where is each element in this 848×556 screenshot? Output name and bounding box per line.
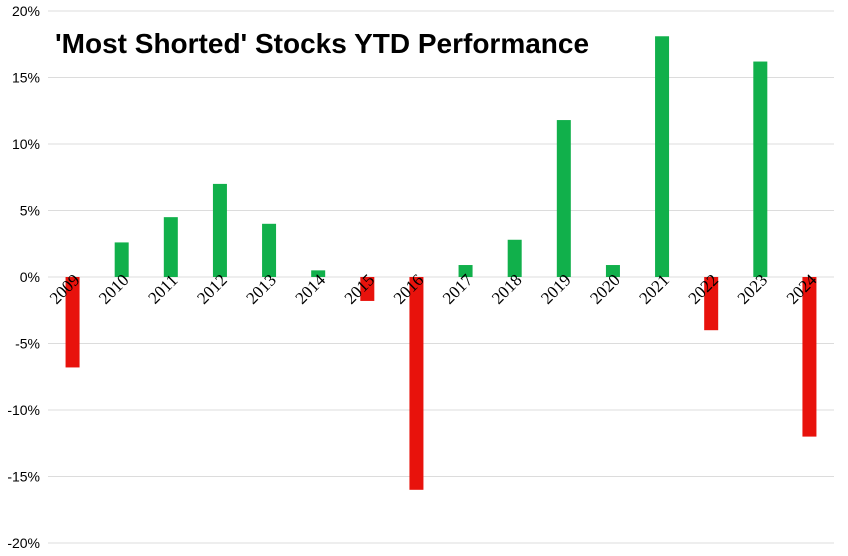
chart-title: 'Most Shorted' Stocks YTD Performance <box>55 28 590 59</box>
gridlines <box>48 10 834 544</box>
bar <box>409 277 424 490</box>
bar <box>556 120 571 277</box>
y-tick-label: -15% <box>7 469 40 485</box>
bar <box>655 36 670 277</box>
bar <box>65 277 80 368</box>
y-tick-label: 10% <box>12 136 40 152</box>
bar <box>311 270 326 277</box>
bar <box>605 265 620 277</box>
bar <box>262 223 277 277</box>
bar <box>704 277 719 331</box>
y-tick-label: 15% <box>12 70 40 86</box>
bar <box>458 265 473 277</box>
bar <box>114 242 129 277</box>
y-tick-label: 0% <box>20 269 40 285</box>
bar <box>802 277 817 437</box>
y-tick-label: -5% <box>15 336 40 352</box>
bar <box>753 61 768 277</box>
x-tick-label: 2015 <box>341 270 378 307</box>
y-axis: -20% -15% -10% -5% 0% 5% 10% 15% 20% <box>7 3 40 551</box>
bar <box>507 239 522 277</box>
y-tick-label: -10% <box>7 402 40 418</box>
bars <box>65 36 817 490</box>
y-tick-label: 20% <box>12 3 40 19</box>
y-tick-label: 5% <box>20 203 40 219</box>
bar <box>163 217 178 277</box>
y-tick-label: -20% <box>7 535 40 551</box>
bar <box>212 183 227 277</box>
bar <box>360 277 375 301</box>
